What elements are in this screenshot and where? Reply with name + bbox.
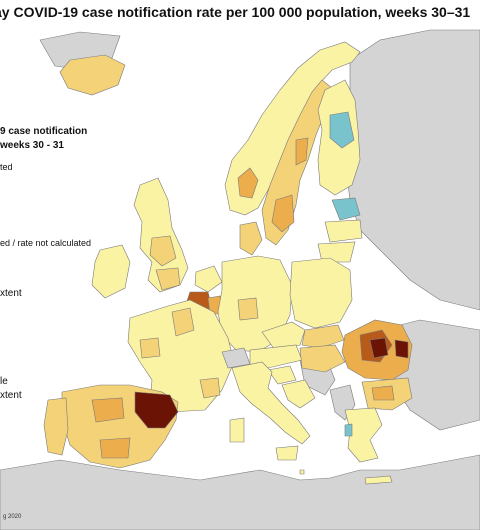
map-title: ay COVID-19 case notification rate per 1… bbox=[0, 4, 474, 20]
legend-item-5: xtent bbox=[0, 390, 22, 401]
region-malta bbox=[300, 470, 304, 474]
europe-map bbox=[0, 24, 480, 530]
legend-heading-line1: 9 case notification bbox=[0, 126, 87, 137]
legend-item-3: xtent bbox=[0, 288, 22, 299]
region-poland bbox=[290, 258, 352, 328]
legend-item-4: le bbox=[0, 376, 8, 387]
legend-heading-line2: weeks 30 - 31 bbox=[0, 140, 64, 151]
legend-item-1: ted bbox=[0, 162, 13, 172]
footer-date: g 2020 bbox=[3, 514, 21, 520]
legend-item-2: ed / rate not calculated bbox=[0, 238, 91, 248]
